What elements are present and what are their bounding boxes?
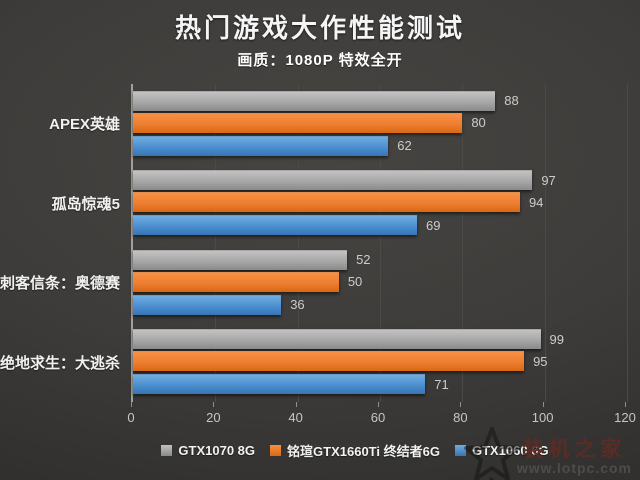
- legend-label: GTX1060 6G: [471, 442, 549, 458]
- bar-row: 94: [133, 192, 627, 212]
- bar-group: 88 80 62: [133, 84, 627, 164]
- bar-value-label: 50: [347, 274, 363, 289]
- x-tick-mark: [625, 402, 626, 407]
- gridline: [627, 84, 628, 402]
- gridline: [380, 84, 381, 402]
- legend-item: GTX1070 8G: [161, 443, 255, 458]
- bar: [133, 170, 533, 190]
- category-labels: APEX英雄 孤岛惊魂5 刺客信条：奥德赛 绝地求生：大逃杀: [0, 84, 124, 402]
- bar-value-label: 52: [356, 252, 371, 267]
- category-label: 孤岛惊魂5: [51, 195, 120, 213]
- bar: [133, 329, 541, 349]
- chart-header: 热门游戏大作性能测试 画质：1080P 特效全开: [0, 8, 640, 70]
- bar-value-label: 95: [533, 353, 548, 369]
- bar-value-label: 80: [471, 115, 486, 130]
- star-icon: [463, 427, 520, 480]
- bar-row: 95: [133, 351, 627, 371]
- gridline: [462, 84, 464, 402]
- bar-value-label: 99: [549, 331, 565, 347]
- gridline: [544, 84, 546, 402]
- legend-swatch: [454, 444, 466, 456]
- watermark-url: www.lotpc.com: [516, 460, 632, 476]
- bar-value-label: 69: [426, 217, 441, 233]
- bar-group: 99 95 71: [133, 323, 627, 403]
- bar: [133, 374, 426, 394]
- category-label: 刺客信条：奥德赛: [0, 275, 121, 293]
- bar-row: 80: [133, 112, 627, 133]
- x-tick-mark: [295, 402, 297, 407]
- x-tick-mark: [213, 402, 215, 407]
- gridline: [215, 84, 217, 402]
- legend-label: GTX1070 8G: [178, 442, 256, 458]
- bar-row: 50: [133, 271, 627, 292]
- x-tick-mark: [460, 402, 462, 407]
- x-tick-mark: [378, 402, 379, 407]
- bar-value-label: 62: [397, 138, 412, 153]
- bar-group: 97 94 69: [133, 164, 627, 244]
- x-tick-label: 60: [370, 410, 386, 425]
- category-label: 绝地求生：大逃杀: [0, 354, 121, 372]
- bar-row: 99: [133, 329, 627, 349]
- bar: [133, 351, 525, 371]
- bar: [133, 294, 282, 315]
- bar-value-label: 88: [504, 93, 519, 108]
- x-tick-label: 40: [288, 410, 303, 425]
- legend-item: 铭瑄GTX1660Ti 终结者6G: [270, 441, 440, 460]
- legend-swatch: [161, 444, 173, 456]
- bar-row: 69: [133, 215, 627, 235]
- x-tick-label: 100: [531, 410, 554, 425]
- x-axis: 0 20 40 60 80 100 120: [127, 402, 636, 430]
- bar: [133, 215, 418, 235]
- bar-row: 36: [133, 294, 627, 315]
- bar-group: 52 50 36: [133, 243, 627, 323]
- watermark-name: 装机之家: [522, 438, 627, 461]
- category-label: APEX英雄: [49, 116, 120, 134]
- x-tick-mark: [542, 402, 544, 407]
- bar: [133, 192, 520, 212]
- legend: GTX1070 8G 铭瑄GTX1660Ti 终结者6G GTX1060 6G: [70, 440, 640, 460]
- x-tick-label: 0: [127, 410, 135, 425]
- bar: [133, 112, 463, 133]
- bar-row: 62: [133, 135, 627, 156]
- bar-value-label: 71: [434, 376, 449, 392]
- x-tick-mark: [131, 402, 132, 407]
- legend-item: GTX1060 6G: [454, 442, 549, 458]
- bar: [133, 249, 348, 270]
- bar-row: 97: [133, 170, 627, 190]
- bar: [133, 271, 339, 292]
- x-tick-label: 120: [614, 410, 636, 425]
- bar: [133, 135, 389, 156]
- bar-row: 71: [133, 374, 627, 394]
- chart-subtitle: 画质：1080P 特效全开: [237, 52, 403, 69]
- watermark: 装机之家 www.lotpc.com: [463, 427, 632, 480]
- legend-label: 铭瑄GTX1660Ti 终结者6G: [287, 443, 440, 459]
- x-tick-label: 20: [206, 410, 221, 425]
- bar: [133, 90, 496, 111]
- legend-swatch: [270, 444, 282, 456]
- bar-value-label: 36: [290, 297, 305, 312]
- gridline: [297, 84, 299, 402]
- plot-area: 88 80 62 97 94 69 52 50 36 99 95 71: [131, 84, 628, 403]
- x-tick-label: 80: [453, 410, 468, 425]
- bar-value-label: 94: [528, 194, 544, 210]
- bar-row: 52: [133, 249, 627, 270]
- bar-value-label: 97: [541, 172, 556, 188]
- chart-title: 热门游戏大作性能测试: [174, 13, 465, 43]
- bar-row: 88: [133, 90, 627, 111]
